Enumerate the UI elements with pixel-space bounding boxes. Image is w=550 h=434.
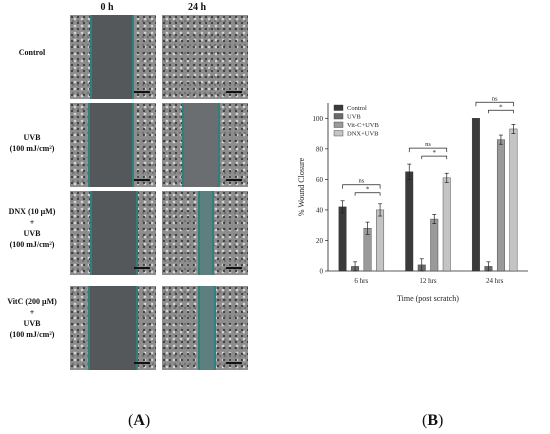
legend-label: Control <box>347 105 367 112</box>
significance-label: * <box>499 103 503 111</box>
panel-label-a-letter: A <box>133 412 145 429</box>
row-label-vitc-uvb: VitC (200 μM) + UVB (100 mJ/cm²) <box>0 296 64 340</box>
legend-swatch <box>333 130 344 137</box>
row-label-control: Control <box>0 47 64 58</box>
micrograph-vitc-0h <box>70 286 156 370</box>
y-tick-label: 60 <box>316 176 324 184</box>
panel-label-b: (B) <box>422 412 444 429</box>
x-tick-label: 24 hrs <box>486 277 504 285</box>
micrograph-control-0h <box>70 15 156 99</box>
x-tick-label: 12 hrs <box>419 277 437 285</box>
wound-closure-chart: 0 20 40 60 80 100 % Wound Closure Time (post sc… <box>297 95 528 303</box>
column-header-0h: 0 h <box>100 2 114 13</box>
bar <box>509 128 518 272</box>
row-label-line: + <box>29 218 35 227</box>
row-label-line: (100 mJ/cm²) <box>9 240 55 249</box>
significance-label: * <box>366 186 370 194</box>
legend-swatch <box>333 121 344 128</box>
y-tick-label: 20 <box>316 237 324 245</box>
row-label-line: UVB <box>23 133 41 142</box>
bar <box>442 177 451 272</box>
micrograph-uvb-0h <box>70 103 156 187</box>
row-label-line: + <box>29 308 35 317</box>
y-tick-label: 40 <box>316 206 324 214</box>
micrograph-vitc-24h <box>162 286 248 370</box>
row-label-line: UVB <box>23 319 41 328</box>
x-tick-label: 6 hrs <box>354 277 368 285</box>
significance-bracket <box>354 192 381 196</box>
row-label-line: (100 mJ/cm²) <box>9 330 55 339</box>
x-axis-label: Time (post scratch) <box>397 294 459 303</box>
legend-label: Vit-C+UVB <box>347 122 379 129</box>
panel-label-a: (A) <box>128 412 151 429</box>
bar <box>376 209 385 272</box>
row-label-line: Control <box>18 48 46 57</box>
legend-swatch <box>333 113 344 120</box>
y-axis-label: % Wound Closure <box>297 157 306 216</box>
row-label-line: VitC (200 μM) <box>7 297 57 306</box>
significance-bracket <box>342 184 381 189</box>
row-label-dnx-uvb: DNX (10 μM) + UVB (100 mJ/cm²) <box>0 206 64 250</box>
y-tick-label: 100 <box>313 115 324 123</box>
significance-label: ns <box>358 178 364 185</box>
legend-label: UVB <box>347 114 361 121</box>
micrograph-dnx-24h <box>162 191 248 275</box>
micrograph-dnx-0h <box>70 191 156 275</box>
bar <box>471 118 480 272</box>
bar <box>338 206 347 272</box>
significance-bracket <box>488 109 514 114</box>
y-tick-label: 80 <box>316 145 324 153</box>
significance-bracket <box>475 101 514 107</box>
legend-label: DNX+UVB <box>347 131 379 138</box>
column-header-24h: 24 h <box>187 2 207 13</box>
row-label-line: UVB <box>23 229 41 238</box>
bar <box>405 171 414 272</box>
y-tick-label: 0 <box>320 268 324 276</box>
row-label-line: DNX (10 μM) <box>8 207 56 216</box>
micrograph-control-24h <box>162 15 248 99</box>
significance-label: * <box>433 149 437 157</box>
significance-label: ns <box>425 141 431 148</box>
significance-bracket <box>421 155 448 160</box>
micrograph-uvb-24h <box>162 103 248 187</box>
significance-bracket <box>408 147 448 153</box>
row-label-line: (100 mJ/cm²) <box>9 144 55 153</box>
legend-swatch <box>333 104 344 111</box>
row-label-uvb: UVB (100 mJ/cm²) <box>0 132 64 154</box>
significance-label: ns <box>492 95 498 102</box>
bar <box>430 218 439 272</box>
bar <box>496 139 505 272</box>
panel-label-b-letter: B <box>427 412 438 429</box>
